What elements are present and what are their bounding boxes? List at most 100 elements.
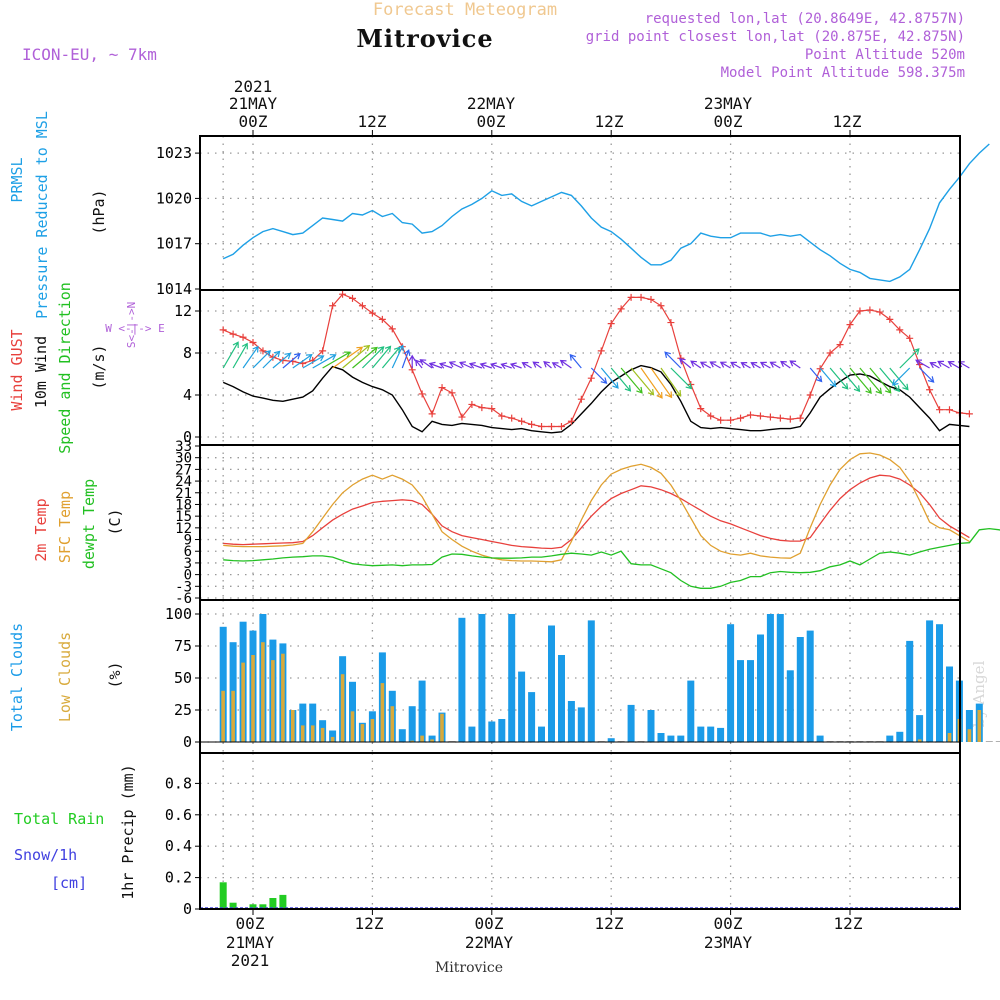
bottom-axis-time-1: 00Z — [236, 914, 265, 933]
rain-bar — [219, 882, 227, 909]
wind-gust-marker — [229, 330, 237, 338]
wind-gust-marker — [219, 326, 227, 334]
precip-ytick-label: 0 — [183, 900, 192, 918]
top-axis-time-6: 12Z — [833, 112, 862, 131]
clouds-ytick-label: 25 — [174, 701, 192, 719]
low-cloud-bar — [977, 710, 982, 742]
wind-gust-marker — [438, 384, 446, 392]
wind-arrow — [479, 362, 493, 369]
temp-ytick-label: -3 — [175, 579, 192, 595]
wind-gust-marker — [756, 412, 764, 420]
top-axis-time-4: 12Z — [595, 112, 624, 131]
clouds-ytick-label: 75 — [174, 637, 192, 655]
total-cloud-bar — [538, 726, 545, 742]
total-cloud-bar — [896, 731, 904, 742]
cloud-unit: (%) — [106, 661, 124, 688]
wind-arrow — [401, 349, 411, 369]
total-cloud-bar — [657, 733, 665, 742]
snow-label: Snow/1h — [14, 846, 77, 864]
wind-gust-marker — [468, 400, 476, 408]
wind-gust-marker — [657, 302, 665, 310]
total-cloud-bar — [995, 741, 1000, 742]
requested-coords: requested lon,lat (20.8649E, 42.8757N) — [645, 11, 965, 27]
wind-arrow — [610, 367, 632, 392]
wind-gust-marker — [727, 416, 735, 424]
total-cloud-bar — [985, 741, 993, 742]
total-cloud-bar — [717, 727, 725, 742]
top-axis-year: 2021 — [234, 77, 273, 96]
low-cloud-bar — [390, 706, 395, 742]
wind-gust-line — [222, 293, 970, 428]
wind-ytick-label: 0 — [183, 428, 192, 446]
wind-arrow — [438, 362, 453, 369]
total-cloud-bar — [428, 735, 436, 742]
wind-arrow — [719, 361, 731, 369]
total-cloud-bar — [677, 735, 685, 742]
wind-arrow — [428, 361, 443, 369]
low-cloud-bar — [370, 719, 375, 742]
total-cloud-bar — [488, 721, 496, 742]
total-cloud-bar — [607, 738, 615, 742]
wind-gust-marker — [378, 315, 386, 323]
precip-ytick-label: 0.2 — [165, 869, 192, 887]
wind-arrow — [809, 367, 823, 383]
wind-gust-marker — [368, 309, 376, 317]
total-cloud-bar — [647, 710, 655, 742]
top-axis-time-2: 12Z — [358, 112, 387, 131]
header: Forecast Meteogram Mitrovice ICON-EU, ~ … — [22, 0, 965, 81]
wind-arrow — [322, 351, 351, 369]
bottom-axis-time-4: 12Z — [595, 914, 624, 933]
rain-bar — [249, 904, 257, 909]
total-cloud-bar — [408, 706, 416, 742]
top-axis-time-3: 00Z — [477, 112, 506, 131]
low-cloud-bar — [261, 642, 265, 742]
low-cloud-bar — [430, 739, 434, 742]
wind-speed-direction-label: Speed and Direction — [56, 282, 74, 454]
wind-arrow — [590, 367, 608, 385]
wind-gust-marker — [428, 410, 436, 418]
wind-gust-marker — [806, 391, 814, 399]
temp-ytick-label: 15 — [175, 509, 192, 525]
wind-arrow — [699, 361, 712, 369]
wind-ytick-label: 12 — [174, 302, 192, 320]
low-cloud-bar — [251, 655, 255, 742]
wind-gust-marker — [637, 293, 645, 301]
wind-arrow — [819, 367, 837, 388]
location-title: Mitrovice — [356, 24, 493, 53]
temp-ytick-label: 24 — [175, 474, 192, 490]
total-cloud-bar — [906, 640, 914, 742]
low-cloud-bar — [340, 674, 345, 742]
wind-gust-marker — [836, 341, 844, 349]
wind-arrow — [891, 367, 911, 386]
plot-area: 101410171020102304812-6-3036912151821242… — [156, 130, 1000, 918]
wind-arrow — [640, 367, 663, 399]
wind-gust-marker — [538, 423, 546, 430]
wind-arrow — [849, 367, 872, 394]
sfc-temp-label: SFC Temp — [56, 491, 74, 563]
wind-arrow — [391, 344, 404, 369]
precip-panel: 0 0.2 0.4 0.6 0.8 — [165, 753, 960, 918]
low-cloud-bar — [967, 729, 972, 742]
total-cloud-bar — [757, 634, 764, 742]
top-axis: 2021 21MAY 00Z 12Z 22MAY 00Z 12Z 23MAY 0… — [229, 77, 862, 131]
temp-ytick-label: 33 — [175, 439, 192, 455]
grid-point-coords: grid point closest lon,lat (20.875E, 42.… — [586, 29, 965, 45]
pressure-reduced-label: Pressure Reduced to MSL — [33, 111, 51, 319]
wind-arrow — [414, 359, 423, 369]
watermark: by Angel — [970, 660, 988, 727]
total-clouds-label: Total Clouds — [8, 623, 26, 731]
compass-we: W <-|-> E — [105, 322, 165, 335]
forecast-subtitle: Forecast Meteogram — [373, 0, 557, 20]
wind-arrow — [408, 354, 416, 368]
temp-ytick-label: 9 — [184, 533, 192, 549]
total-cloud-bar — [309, 703, 317, 742]
wind-gust-markers — [220, 291, 973, 430]
wind-arrow — [829, 367, 849, 390]
total-cloud-bar — [747, 660, 754, 742]
wind-labels: Wind GUST 10m Wind Speed and Direction (… — [8, 282, 165, 454]
wind-arrow — [740, 362, 751, 369]
low-cloud-bar — [360, 724, 365, 742]
wind-arrow — [500, 362, 512, 370]
